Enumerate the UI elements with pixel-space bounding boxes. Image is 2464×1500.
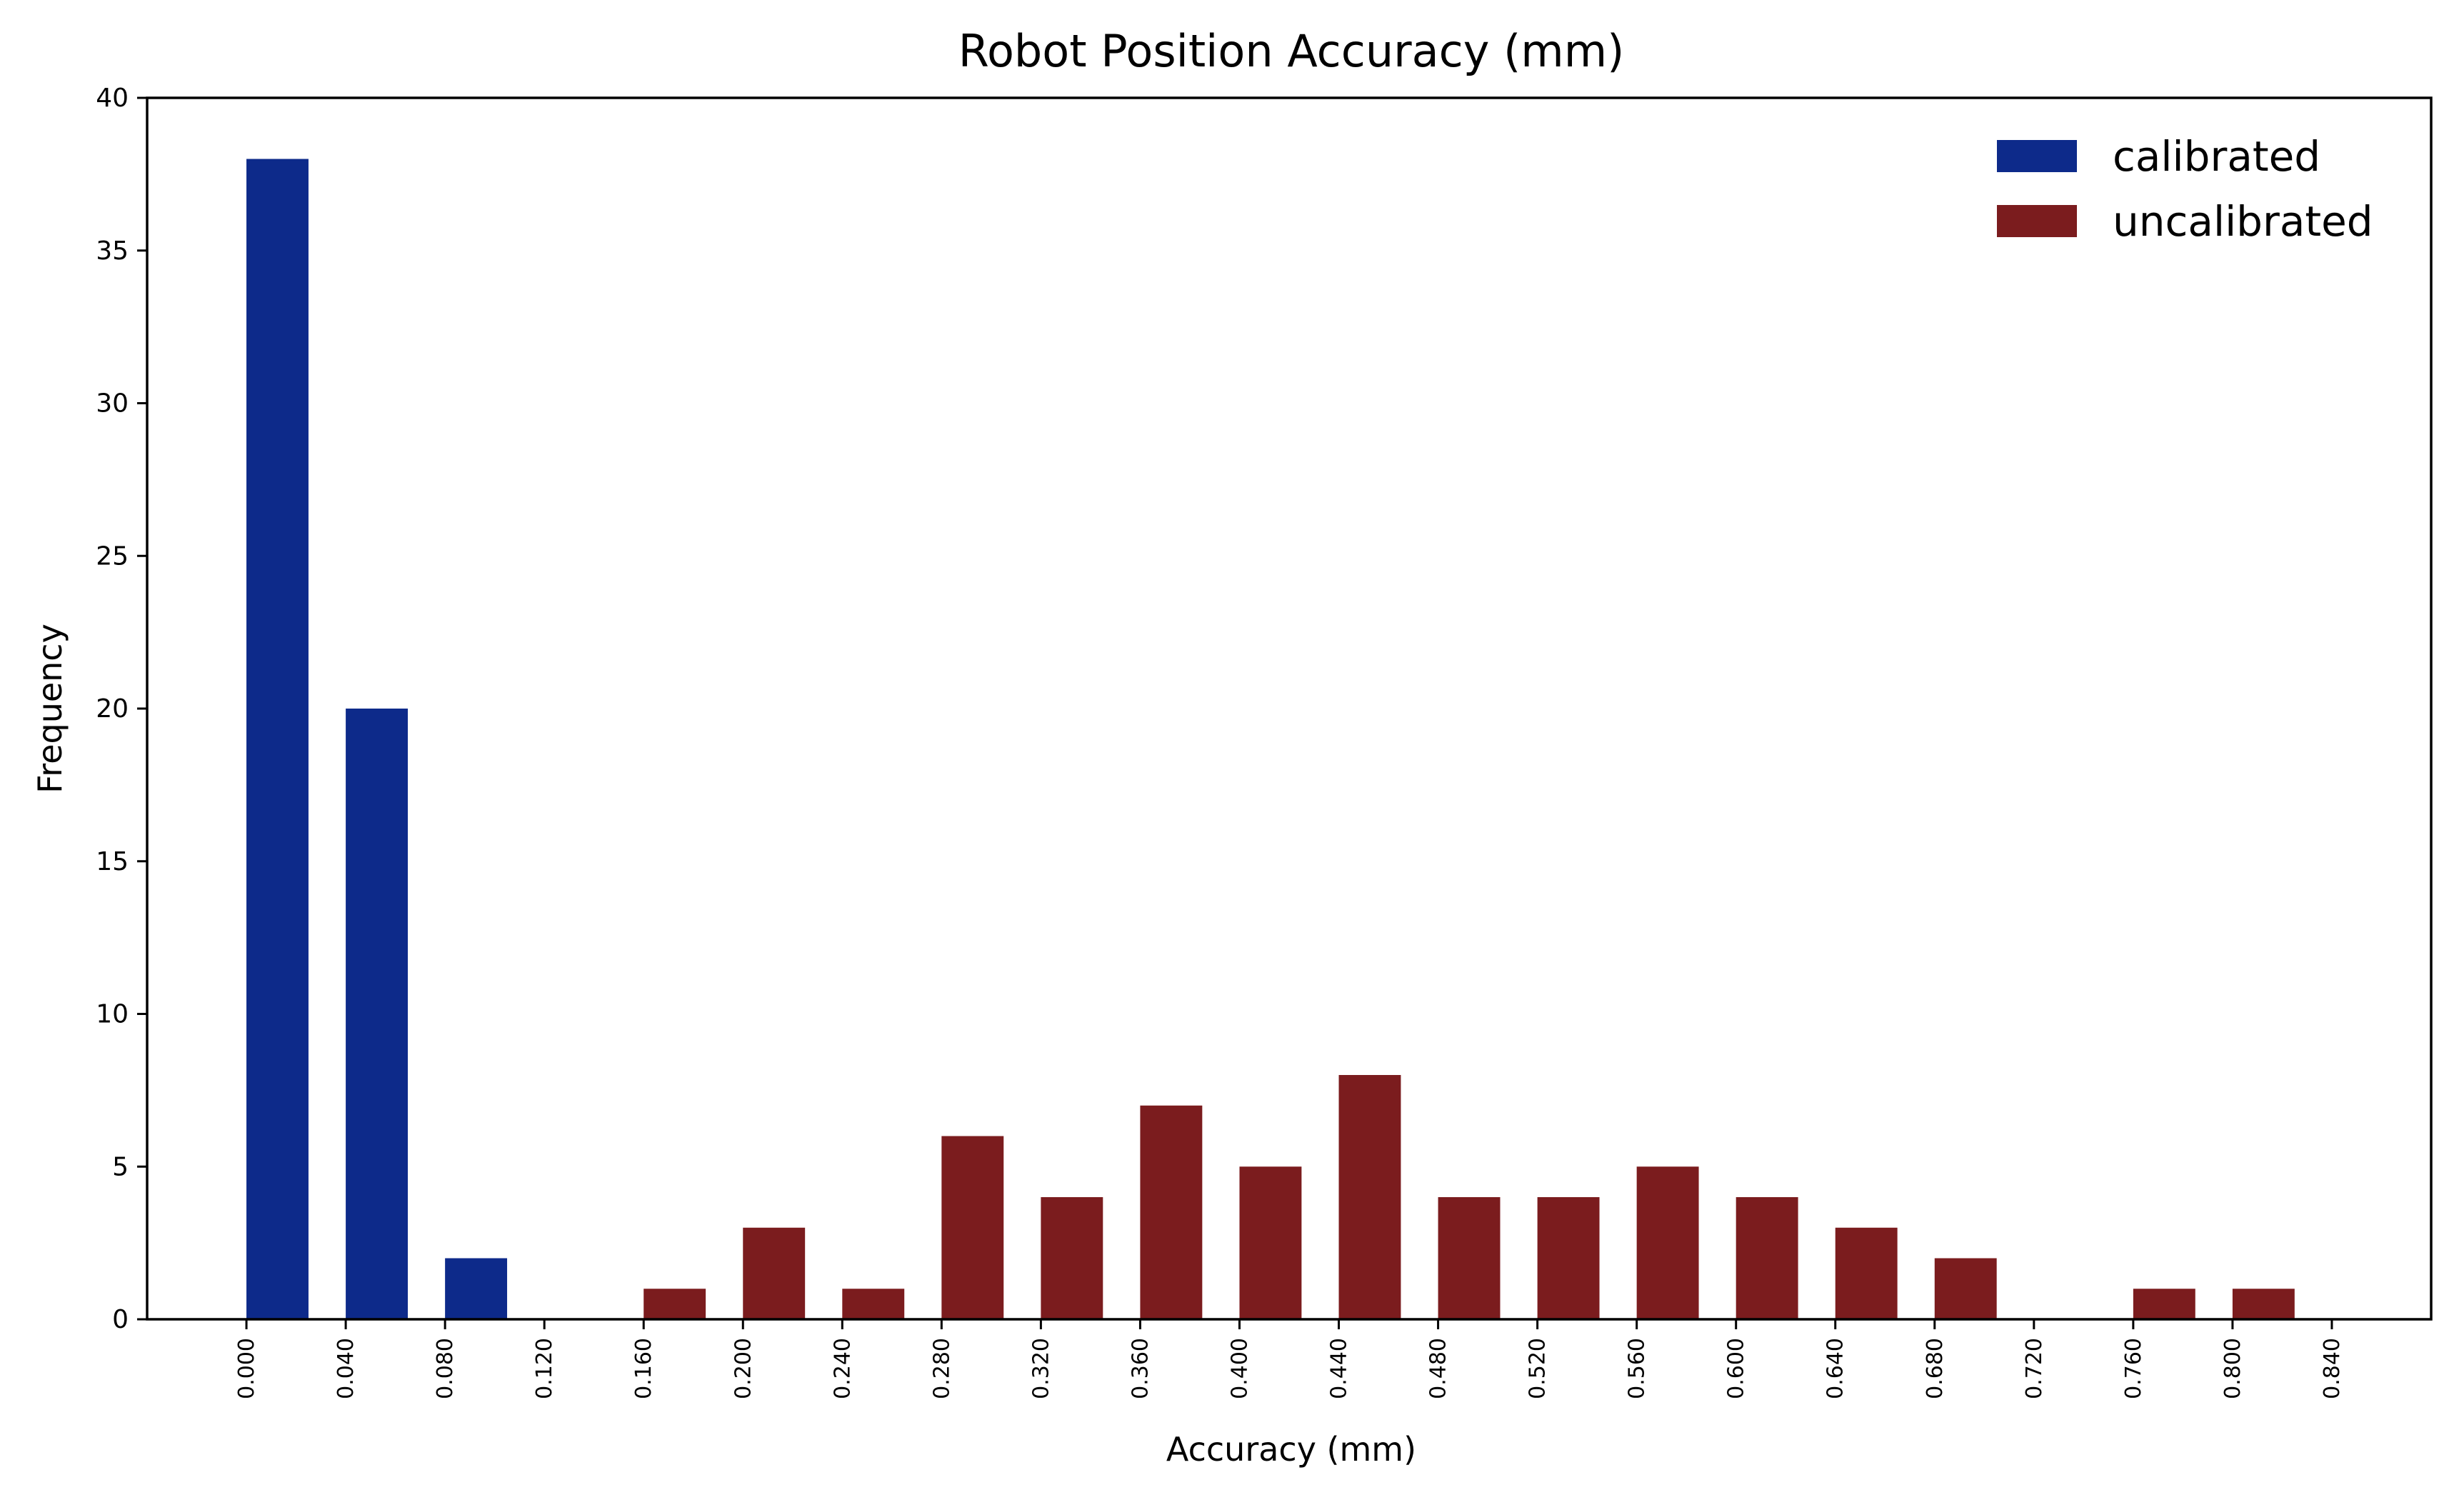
x-tick-label-13: 0.520 xyxy=(1526,1338,1551,1399)
x-tick-label-20: 0.800 xyxy=(2220,1338,2245,1399)
x-tick-label-14: 0.560 xyxy=(1625,1338,1650,1399)
y-tick-label-4: 20 xyxy=(96,694,129,724)
bar-uncalibrated-6 xyxy=(1239,1166,1302,1319)
bar-uncalibrated-10 xyxy=(1636,1166,1699,1319)
x-tick-label-6: 0.240 xyxy=(830,1338,855,1399)
x-tick-label-17: 0.680 xyxy=(1923,1338,1948,1399)
y-tick-label-1: 5 xyxy=(112,1152,129,1181)
y-tick-label-0: 0 xyxy=(112,1305,129,1334)
x-tick-label-8: 0.320 xyxy=(1028,1338,1053,1399)
x-tick-label-11: 0.440 xyxy=(1327,1338,1352,1399)
bar-calibrated-0 xyxy=(246,159,309,1319)
bar-uncalibrated-7 xyxy=(1338,1075,1401,1319)
y-axis-ticks: 0 5 10 15 20 25 30 35 40 xyxy=(96,84,147,1334)
x-tick-label-12: 0.480 xyxy=(1426,1338,1451,1399)
plot-frame xyxy=(146,96,2433,1321)
x-tick-label-18: 0.720 xyxy=(2022,1338,2047,1399)
bar-uncalibrated-1 xyxy=(743,1227,806,1319)
y-tick-label-5: 25 xyxy=(96,541,129,571)
bar-uncalibrated-8 xyxy=(1438,1197,1501,1319)
bar-uncalibrated-3 xyxy=(941,1136,1004,1319)
bar-uncalibrated-9 xyxy=(1537,1197,1600,1319)
x-tick-label-19: 0.760 xyxy=(2121,1338,2146,1399)
chart-title: Robot Position Accuracy (mm) xyxy=(958,25,1625,77)
bar-uncalibrated-11 xyxy=(1736,1197,1798,1319)
x-tick-label-0: 0.000 xyxy=(234,1338,259,1399)
x-tick-label-7: 0.280 xyxy=(929,1338,954,1399)
x-tick-label-5: 0.200 xyxy=(731,1338,756,1399)
x-axis-label: Accuracy (mm) xyxy=(1166,1430,1416,1469)
bar-calibrated-1 xyxy=(346,709,408,1319)
y-tick-label-7: 35 xyxy=(96,236,129,266)
x-tick-label-9: 0.360 xyxy=(1128,1338,1153,1399)
legend-label-calibrated: calibrated xyxy=(2113,132,2320,181)
x-tick-label-2: 0.080 xyxy=(433,1338,458,1399)
bar-uncalibrated-5 xyxy=(1140,1105,1203,1319)
x-tick-label-21: 0.840 xyxy=(2320,1338,2345,1399)
bar-calibrated-2 xyxy=(445,1258,508,1319)
legend-swatch-uncalibrated xyxy=(1997,205,2077,237)
x-tick-label-10: 0.400 xyxy=(1227,1338,1252,1399)
x-tick-label-16: 0.640 xyxy=(1823,1338,1848,1399)
x-axis-ticks: 0.000 0.040 0.080 0.120 0.160 0.200 0.240 0.280… xyxy=(234,1319,2345,1399)
legend-swatch-calibrated xyxy=(1997,140,2077,172)
bar-uncalibrated-4 xyxy=(1041,1197,1103,1319)
legend: calibrated uncalibrated xyxy=(1997,132,2373,246)
bar-uncalibrated-0 xyxy=(643,1289,706,1319)
y-tick-label-2: 10 xyxy=(96,1000,129,1029)
y-tick-label-8: 40 xyxy=(96,84,129,113)
bar-uncalibrated-13 xyxy=(1934,1258,1997,1319)
x-tick-label-4: 0.160 xyxy=(631,1338,656,1399)
x-tick-label-15: 0.600 xyxy=(1724,1338,1749,1399)
legend-label-uncalibrated: uncalibrated xyxy=(2113,197,2373,246)
y-axis-label: Frequency xyxy=(31,624,69,794)
x-tick-label-3: 0.120 xyxy=(532,1338,557,1399)
bar-uncalibrated-16 xyxy=(2232,1289,2295,1319)
bar-uncalibrated-2 xyxy=(842,1289,905,1319)
bar-uncalibrated-12 xyxy=(1835,1227,1898,1319)
bars-layer xyxy=(246,159,2295,1320)
y-tick-label-6: 30 xyxy=(96,389,129,419)
y-tick-label-3: 15 xyxy=(96,847,129,876)
bar-uncalibrated-15 xyxy=(2133,1289,2195,1319)
x-tick-label-1: 0.040 xyxy=(334,1338,359,1399)
